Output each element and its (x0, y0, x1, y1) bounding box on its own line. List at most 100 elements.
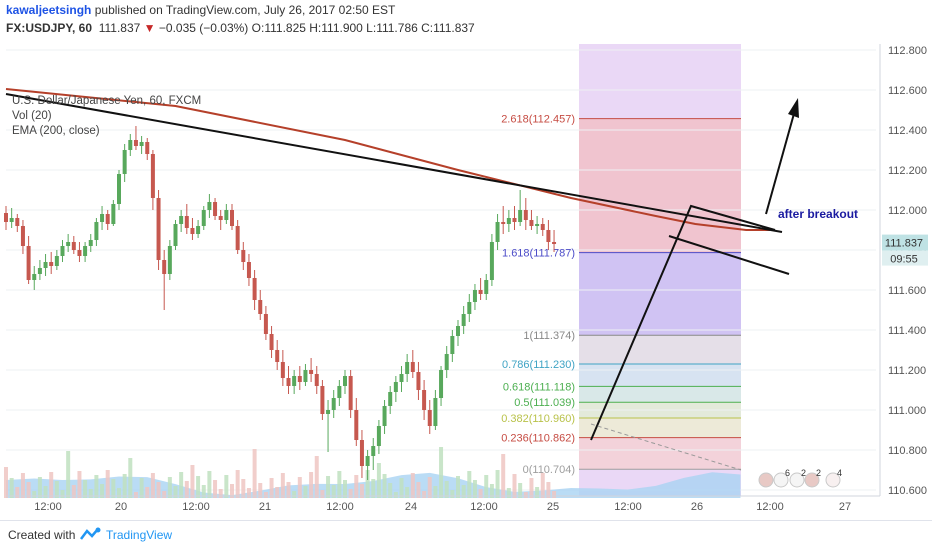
volume-bar (320, 490, 325, 498)
volume-bar (292, 491, 297, 498)
event-count-label: 2 (816, 468, 821, 478)
volume-bar (354, 475, 359, 498)
volume-bar (456, 476, 460, 498)
candle-body (280, 362, 285, 378)
volume-bar (461, 485, 466, 498)
candle-body (427, 410, 432, 426)
descending-trendline (5, 93, 783, 233)
symbol-label: FX:USDJPY, 60 (6, 21, 93, 35)
volume-bar (303, 486, 308, 498)
volume-bar (32, 491, 37, 498)
fib-band (579, 386, 741, 403)
volume-bar (501, 454, 506, 498)
volume-bar (105, 470, 110, 498)
candle-body (66, 242, 71, 246)
drawings: after breakout (5, 93, 858, 471)
candle-body (331, 398, 336, 410)
candle-body (359, 440, 364, 466)
candle-body (326, 410, 331, 414)
candle-body (139, 142, 144, 146)
countdown-bg (882, 250, 928, 266)
volume-bar (523, 492, 528, 498)
volume-bar (184, 481, 189, 498)
volume-bar (218, 489, 223, 498)
y-tick-label: 112.400 (888, 125, 927, 137)
candle-body (224, 210, 229, 220)
candle-body (196, 226, 201, 234)
candle-body (501, 222, 506, 224)
x-tick-label: 12:00 (756, 501, 784, 513)
volume-bar (535, 487, 540, 498)
volume-bar (365, 470, 370, 498)
candle-body (365, 456, 370, 466)
author-link[interactable]: kawaljeetsingh (6, 3, 92, 17)
fib-band (579, 418, 741, 438)
x-tick-label: 25 (547, 501, 559, 513)
volume-bar (167, 477, 172, 498)
publish-info: published on TradingView.com, July 26, 2… (94, 3, 396, 17)
volume-bar (9, 478, 14, 498)
candle-body (292, 376, 297, 386)
chart-svg[interactable]: 0(110.704) 0.236(110.862) 0.382(110.960) 0.… (0, 40, 932, 520)
candles-layer (4, 126, 557, 480)
bar-countdown-label: 09:55 (890, 254, 918, 266)
candle-body (540, 224, 545, 230)
volume-bar (190, 465, 195, 498)
candle-body (269, 334, 274, 350)
tradingview-logo-icon (80, 527, 101, 540)
candle-body (456, 326, 460, 336)
candle-body (444, 354, 449, 370)
x-tick-label: 12:00 (326, 501, 354, 513)
x-tick-label: 12:00 (182, 501, 210, 513)
volume-bar (427, 477, 432, 498)
fib-level-label: 0.236(110.862) (501, 433, 575, 445)
candle-body (314, 374, 319, 386)
volume-bar (484, 475, 489, 498)
price-chart[interactable]: 0(110.704) 0.236(110.862) 0.382(110.960) 0.… (0, 40, 932, 520)
volume-bar (145, 487, 150, 498)
volume-bar (201, 485, 206, 498)
candle-body (450, 336, 455, 354)
fib-level-label: 0.786(111.230) (502, 359, 575, 371)
volume-bar (382, 474, 387, 498)
candle-body (9, 218, 14, 222)
volume-bar (66, 451, 71, 498)
y-tick-label: 112.200 (888, 165, 927, 177)
volume-bar (472, 480, 477, 498)
x-tick-label: 21 (259, 501, 271, 513)
x-tick-label: 27 (839, 501, 851, 513)
candle-body (354, 410, 359, 440)
tradingview-brand[interactable]: TradingView (106, 528, 173, 542)
fib-zone-upper (579, 118, 741, 253)
legend-ema: EMA (200, close) (12, 125, 100, 137)
fib-level-label: 0.618(111.118) (503, 381, 575, 393)
candle-body (286, 378, 291, 386)
x-tick-label: 12:00 (34, 501, 62, 513)
volume-bar (376, 463, 381, 498)
volume-bar (348, 489, 353, 498)
candle-body (213, 202, 218, 216)
chart-legend: U.S. Dollar/Japanese Yen, 60, FXCM Vol (… (12, 94, 201, 139)
event-icon (773, 472, 789, 488)
candle-body (150, 154, 155, 198)
footer: Created with TradingView (0, 520, 932, 551)
event-count-label: 2 (801, 468, 806, 478)
candle-body (461, 314, 466, 326)
candle-body (518, 210, 523, 222)
y-tick-label: 111.400 (888, 325, 926, 337)
volume-bar (444, 481, 449, 498)
candle-body (94, 222, 99, 240)
volume-bar (60, 490, 65, 498)
candle-body (506, 218, 511, 224)
candle-body (156, 198, 161, 260)
volume-bar (410, 473, 415, 498)
y-tick-label: 111.000 (888, 405, 926, 417)
candle-body (32, 274, 37, 280)
candle-body (382, 406, 387, 426)
candle-body (133, 140, 138, 146)
event-icon (825, 472, 841, 488)
candle-body (71, 242, 76, 250)
candle-body (60, 246, 65, 256)
event-icon (789, 472, 805, 488)
candle-body (399, 374, 404, 382)
